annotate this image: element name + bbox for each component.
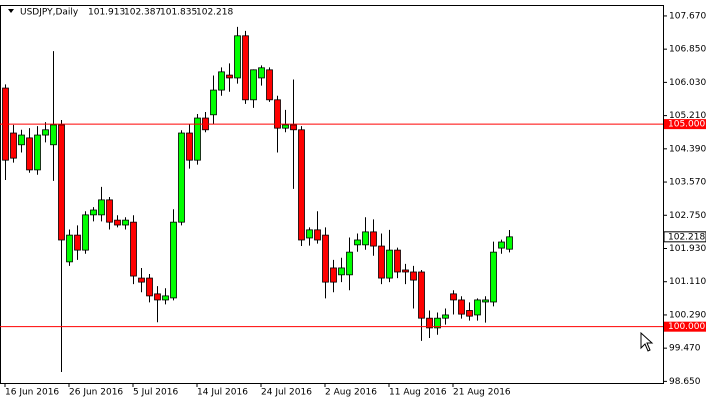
level-label-box (664, 321, 706, 332)
candle-body (250, 69, 257, 101)
candle-body (418, 271, 425, 319)
header-close: 102.218 (196, 8, 233, 18)
candle-body (442, 314, 449, 319)
price-label: 102.218 (668, 232, 705, 242)
candle-body (314, 229, 321, 241)
candle-body (282, 124, 289, 129)
candle-body (130, 221, 137, 277)
candle-body (170, 221, 177, 299)
candle-body (466, 310, 473, 317)
candle-body (146, 277, 153, 297)
y-tick-label: 102.750 (669, 211, 706, 221)
candle-body (498, 241, 505, 249)
x-tick-label: 11 Aug 2016 (389, 388, 447, 398)
candle-body (66, 234, 73, 263)
candle-body (194, 117, 201, 161)
dropdown-icon[interactable] (8, 9, 14, 13)
candle-body (82, 214, 89, 251)
candle-body (386, 249, 393, 279)
header-open: 101.913 (88, 8, 125, 18)
candle-body (354, 239, 361, 246)
y-tick-label: 106.030 (669, 78, 706, 88)
candle-body (362, 231, 369, 246)
candle-body (346, 251, 353, 276)
candle-body (98, 199, 105, 216)
x-tick-label: 2 Aug 2016 (325, 388, 377, 398)
y-tick-label: 107.670 (669, 11, 706, 21)
candle-body (458, 299, 465, 315)
candle-body (402, 269, 409, 273)
candle-body (306, 229, 313, 239)
y-tick-label: 104.390 (669, 144, 706, 154)
candle-body (74, 234, 81, 251)
candle-body (266, 69, 273, 101)
header-low: 101.835 (160, 8, 197, 18)
candle-body (154, 293, 161, 301)
candle-body (298, 129, 305, 241)
candle-body (506, 236, 513, 250)
x-tick-label: 5 Jul 2016 (133, 388, 178, 398)
candle-body (122, 219, 129, 226)
x-tick-label: 24 Jul 2016 (261, 388, 312, 398)
x-tick-label: 21 Aug 2016 (453, 388, 511, 398)
candle-body (482, 299, 489, 303)
y-tick-label: 100.290 (669, 310, 706, 320)
y-tick-label: 101.110 (669, 277, 706, 287)
candle-body (34, 134, 41, 171)
candle-body (370, 231, 377, 247)
candle-body (290, 124, 297, 131)
candle-body (26, 137, 33, 171)
symbol: USDJPY,Daily (20, 8, 79, 18)
candle-body (106, 199, 113, 223)
candle-body (410, 271, 417, 281)
y-tick-label: 103.570 (669, 178, 706, 188)
candle-body (10, 132, 17, 159)
candle-body (178, 132, 185, 223)
header-high: 102.387 (124, 8, 161, 18)
candle-body (18, 134, 25, 146)
candle-body (50, 124, 57, 146)
y-tick-label: 105.210 (669, 111, 706, 121)
candle-body (114, 219, 121, 226)
x-tick-label: 16 Jun 2016 (5, 388, 59, 398)
y-tick-label: 98.650 (669, 377, 701, 387)
candle-body (90, 209, 97, 216)
y-tick-label: 106.850 (669, 45, 706, 55)
candle-body (394, 249, 401, 273)
candle-body (138, 277, 145, 283)
candle-body (434, 317, 441, 329)
price-label-box (663, 231, 706, 243)
level-label: 100.000 (668, 322, 705, 332)
x-tick-label: 26 Jun 2016 (69, 388, 123, 398)
candle-body (226, 74, 233, 79)
candle-body (218, 71, 225, 91)
marks (2, 26, 513, 373)
candle-body (338, 267, 345, 276)
candle-body (426, 317, 433, 329)
candle-body (274, 99, 281, 129)
candle-body (490, 251, 497, 303)
candle-body (322, 234, 329, 283)
candle-body (186, 132, 193, 161)
level-label: 105.000 (668, 120, 705, 130)
candle-body (42, 129, 49, 136)
candle-body (234, 35, 241, 79)
candle-body (330, 267, 337, 283)
plot-frame (0, 5, 664, 384)
y-tick-label: 99.470 (669, 344, 701, 354)
candle-body (162, 295, 169, 301)
candle-body (378, 245, 385, 279)
candle-body (242, 35, 249, 101)
candle-body (210, 89, 217, 116)
candle-body (58, 124, 65, 241)
level-label-box (664, 119, 706, 130)
candle-body (474, 299, 481, 316)
y-tick-label: 101.930 (669, 244, 706, 254)
candle-body (258, 67, 265, 79)
mouse-cursor (640, 331, 654, 352)
x-tick-label: 14 Jul 2016 (197, 388, 248, 398)
candle-body (450, 293, 457, 301)
